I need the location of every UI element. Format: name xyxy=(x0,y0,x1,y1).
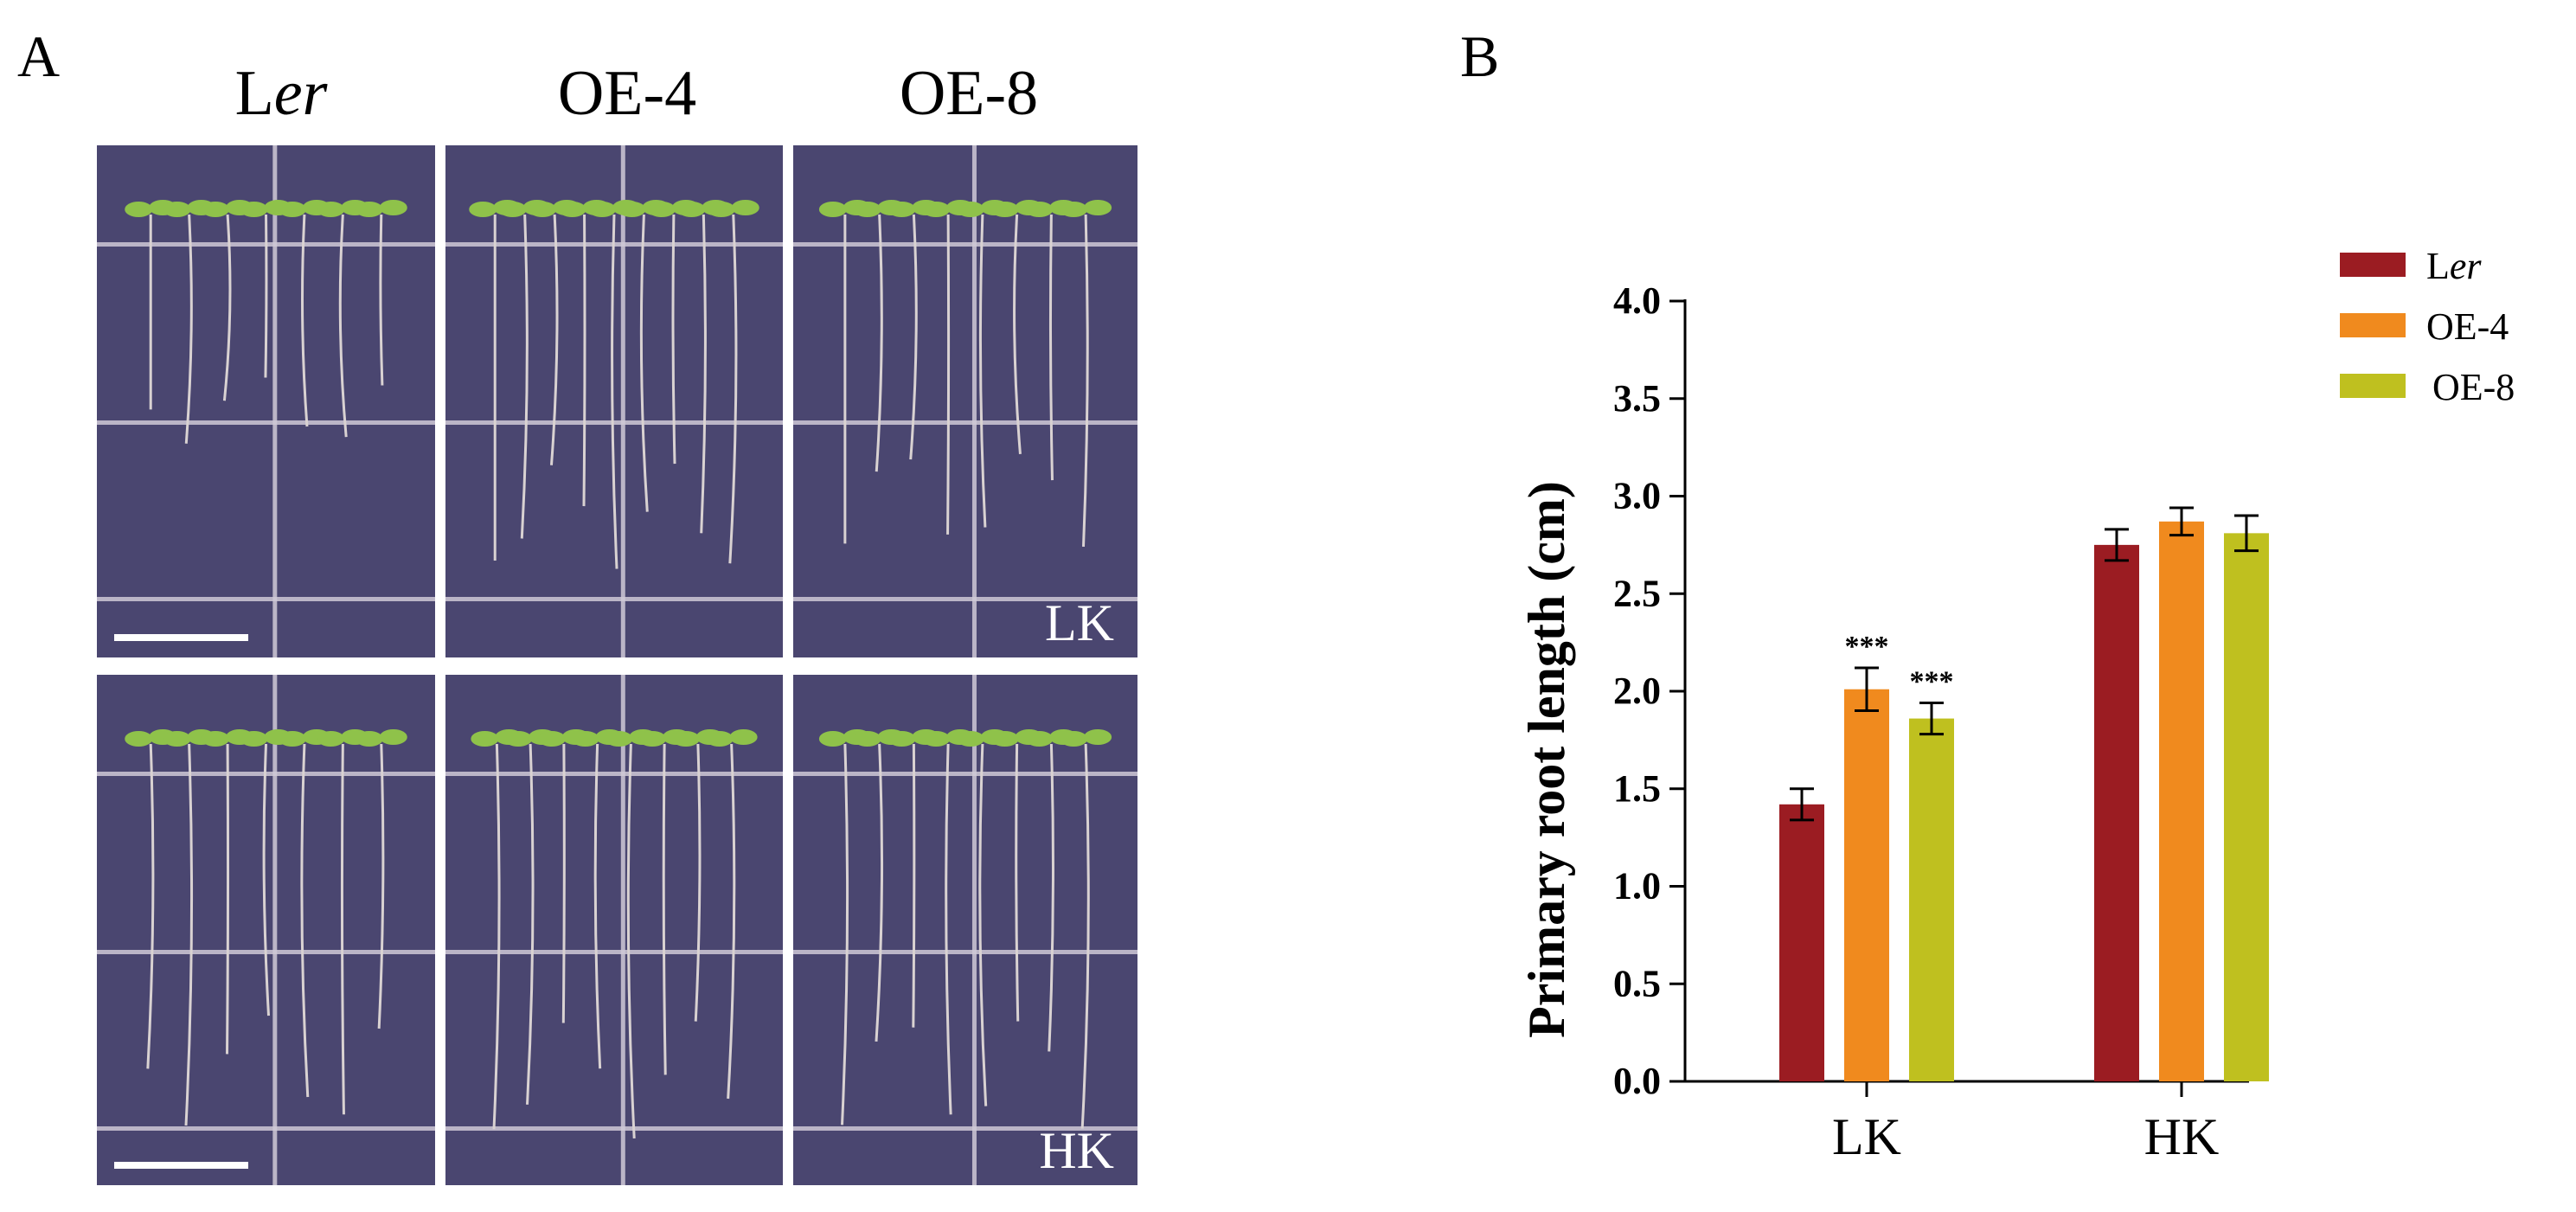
column-header-ler: Ler xyxy=(235,58,329,129)
condition-label-lk: LK xyxy=(1045,594,1114,651)
seedling xyxy=(240,729,292,1016)
panel-b-label: B xyxy=(1460,23,1499,89)
seedling xyxy=(705,729,758,1100)
legend-label-oe4: OE-4 xyxy=(2426,305,2509,348)
bar-oe-8-hk xyxy=(2224,533,2269,1081)
seedling xyxy=(707,200,759,564)
plates-group xyxy=(97,145,1137,1185)
y-tick-label: 4.0 xyxy=(1613,279,1661,322)
condition-label-hk: HK xyxy=(1039,1122,1114,1179)
x-tick-label-lk: LK xyxy=(1832,1108,1901,1165)
plate-hk-0 xyxy=(97,675,435,1185)
seedling xyxy=(355,200,407,386)
seedling xyxy=(1060,729,1112,1129)
column-header-oe8: OE-8 xyxy=(900,58,1038,129)
plate-lk-1 xyxy=(445,145,783,657)
significance-marker: *** xyxy=(1910,666,1954,698)
panel-a: A Ler OE-4 OE-8 LK HK xyxy=(17,23,1137,1185)
column-header-oe4: OE-4 xyxy=(558,58,696,129)
legend-swatch-oe8 xyxy=(2340,374,2406,398)
plate-hk-2 xyxy=(793,675,1137,1185)
scale-bar-top xyxy=(114,634,248,641)
plate-hk-1 xyxy=(445,675,783,1185)
y-tick-label: 1.0 xyxy=(1613,865,1661,907)
bar-oe-4-hk xyxy=(2159,521,2204,1081)
scale-bar-bottom xyxy=(114,1162,248,1169)
legend-label-ler: Ler xyxy=(2426,245,2482,287)
y-tick-label: 2.0 xyxy=(1613,670,1661,712)
plate-lk-2 xyxy=(793,145,1137,657)
panel-b: B Primary root length (cm) 0.0 0.5 1.0 1.5 2… xyxy=(1460,23,2515,1165)
seedling xyxy=(1060,200,1112,548)
y-tick-label: 0.5 xyxy=(1613,962,1661,1004)
bar-ler-hk xyxy=(2094,544,2139,1081)
bar-ler-lk xyxy=(1779,804,1824,1081)
legend-label-oe8: OE-8 xyxy=(2432,366,2515,408)
y-tick-label: 1.5 xyxy=(1613,767,1661,810)
legend-swatch-oe4 xyxy=(2340,313,2406,337)
legend: Ler OE-4 OE-8 xyxy=(2340,245,2515,408)
panel-a-label: A xyxy=(17,23,60,89)
y-tick-label: 0.0 xyxy=(1613,1060,1661,1102)
seedling xyxy=(355,729,407,1029)
y-tick-label: 2.5 xyxy=(1613,572,1661,614)
significance-marker: *** xyxy=(1845,631,1889,663)
legend-swatch-ler xyxy=(2340,253,2406,277)
bar-oe-8-lk xyxy=(1909,718,1954,1081)
seedling xyxy=(125,200,177,410)
y-tick-label: 3.5 xyxy=(1613,377,1661,420)
seedling xyxy=(922,729,975,1115)
y-tick-label: 3.0 xyxy=(1613,475,1661,517)
bar-oe-4-lk xyxy=(1844,689,1889,1081)
x-tick-label-hk: HK xyxy=(2144,1108,2220,1165)
plate-lk-0 xyxy=(97,145,435,657)
bar-chart: 0.0 0.5 1.0 1.5 2.0 2.5 3.0 3.5 4.0 LK *** *** HK xyxy=(1613,279,2269,1165)
y-axis-title: Primary root length (cm) xyxy=(1518,481,1575,1038)
